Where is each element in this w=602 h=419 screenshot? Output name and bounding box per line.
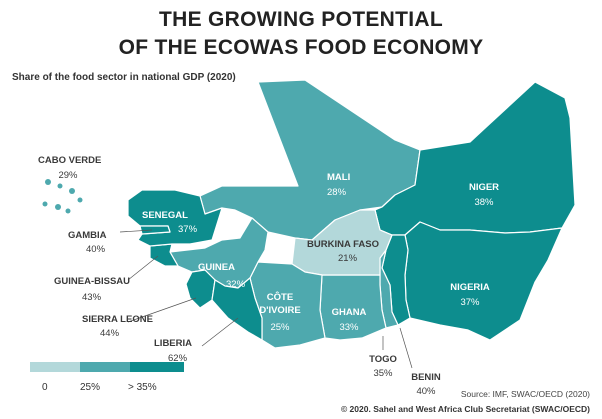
legend-swatch-high <box>130 362 184 372</box>
cabo-verde-islands <box>42 179 83 214</box>
country-value-guinea-bissau: 43% <box>82 292 102 303</box>
legend-tick-25: 25% <box>80 382 101 393</box>
country-value-cote-divoire: 25% <box>270 322 290 333</box>
country-sierra-leone <box>185 269 216 309</box>
country-value-burkina-faso: 21% <box>338 253 358 264</box>
legend-tick-0: 0 <box>42 382 48 393</box>
country-label-togo: TOGO <box>369 354 397 365</box>
country-label-niger: NIGER <box>469 182 499 193</box>
country-gambia <box>139 225 171 235</box>
country-liberia <box>211 277 263 341</box>
country-label-mali: MALI <box>327 172 350 183</box>
country-label-guinea-bissau: GUINEA-BISSAU <box>54 276 130 287</box>
country-value-sierra-leone: 44% <box>100 328 120 339</box>
country-value-guinea: 32% <box>226 279 246 290</box>
country-label-burkina-faso: BURKINA FASO <box>307 239 379 250</box>
country-label-sierra-leone: SIERRA LEONE <box>82 314 153 325</box>
legend-swatch-low <box>30 362 80 372</box>
country-label-cote-divoire-line1: CÔTE <box>267 291 293 303</box>
country-value-liberia: 62% <box>168 353 188 364</box>
country-value-togo: 35% <box>373 368 393 379</box>
country-nigeria <box>404 221 563 341</box>
country-value-senegal: 37% <box>178 224 198 235</box>
country-label-cote-divoire-line2: D'IVOIRE <box>259 305 300 316</box>
country-value-nigeria: 37% <box>460 297 480 308</box>
legend-swatch-mid <box>80 362 130 372</box>
country-value-benin: 40% <box>416 386 436 397</box>
legend-tick-35: > 35% <box>128 382 157 393</box>
country-value-mali: 28% <box>327 187 347 198</box>
country-label-gambia: GAMBIA <box>68 230 107 241</box>
source-note: Source: IMF, SWAC/OECD (2020) <box>460 389 590 399</box>
country-value-ghana: 33% <box>339 322 359 333</box>
country-label-benin: BENIN <box>411 372 441 383</box>
country-label-senegal: SENEGAL <box>142 210 188 221</box>
country-label-guinea: GUINEA <box>198 262 235 273</box>
country-label-liberia: LIBERIA <box>154 338 192 349</box>
country-value-gambia: 40% <box>86 244 106 255</box>
country-value-cabo-verde: 29% <box>58 170 78 181</box>
map-subtitle: Share of the food sector in national GDP… <box>12 72 236 83</box>
map-title-line2: OF THE ECOWAS FOOD ECONOMY <box>118 36 484 59</box>
country-value-niger: 38% <box>474 197 494 208</box>
copyright-note: © 2020. Sahel and West Africa Club Secre… <box>340 404 590 414</box>
country-label-cabo-verde: CABO VERDE <box>38 155 101 166</box>
map-title-line1: THE GROWING POTENTIAL <box>159 8 443 31</box>
country-label-ghana: GHANA <box>332 307 367 318</box>
country-label-nigeria: NIGERIA <box>450 282 490 293</box>
